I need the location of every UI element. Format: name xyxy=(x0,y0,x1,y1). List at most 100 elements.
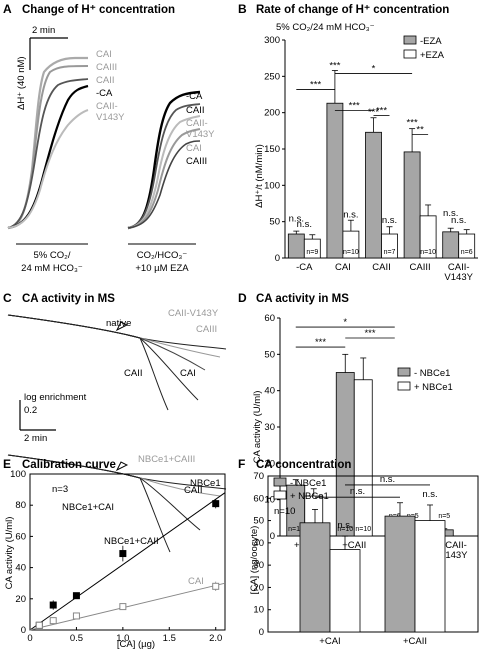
label-a-caii-v143y-2: V143Y xyxy=(96,112,125,123)
label-c-caiii: CAIII xyxy=(196,324,217,335)
panel-e-letter: E xyxy=(3,457,11,471)
legend-label-plus-nbce1: + NBCe1 xyxy=(414,382,453,393)
bar-0 xyxy=(442,231,460,259)
x-category-label: +CAII xyxy=(342,540,366,551)
y-tick-label: 20 xyxy=(15,594,26,605)
panel-b-ylabel: ΔH⁺/t (nM/min) xyxy=(254,144,265,208)
x-tick-label: 1.0 xyxy=(116,633,129,644)
label-a-caiii: CAIII xyxy=(96,62,117,73)
label-a-eza-v143y-2: V143Y xyxy=(186,129,215,140)
trace-a-eza-v143y xyxy=(127,115,201,229)
legend-label-minus-nbce1: - NBCe1 xyxy=(414,368,450,379)
y-tick-label: 60 xyxy=(264,313,275,324)
n-label: n=11 xyxy=(288,526,303,533)
panel-c: C CA activity in MS log enrichment 0.2 2… xyxy=(3,291,227,553)
panel-b-title: Rate of change of H⁺ concentration xyxy=(256,4,449,16)
panel-c-arrow-top xyxy=(115,321,129,332)
panel-c-scale-value: 0.2 xyxy=(24,405,37,416)
y-tick-label: 250 xyxy=(264,71,280,82)
panel-c-scale-label: log enrichment xyxy=(24,392,87,403)
legend-swatch-plus-nbce1 xyxy=(273,490,287,500)
panel-a-right-labels: -CA CAII CAII- V143Y CAI CAIII xyxy=(186,91,215,167)
x-category-label: +CAII- xyxy=(440,540,467,551)
bar-0 xyxy=(384,515,416,633)
x-category-label: V143Y xyxy=(444,272,473,283)
y-tick-label: 20 xyxy=(253,582,264,593)
point-caii xyxy=(119,550,127,558)
ns-label: n.s. xyxy=(422,489,437,500)
panel-e-xlabel: [CA] (µg) xyxy=(117,639,155,650)
x-category-label: CAIII xyxy=(410,262,431,273)
legend-swatch-minus-nbce1 xyxy=(397,367,411,377)
n-label: n=9 xyxy=(306,249,318,256)
trace-a-caii xyxy=(7,78,89,229)
legend-label-plus-nbce1: + NBCe1 xyxy=(290,491,329,502)
y-tick-label: 100 xyxy=(10,469,26,480)
n-label: n=10 xyxy=(355,526,371,533)
y-tick-label: 40 xyxy=(15,563,26,574)
y-tick-label: 0 xyxy=(270,531,275,542)
sig-caiii-pair: ** xyxy=(416,124,424,135)
panel-c-arrow-bottom xyxy=(115,461,129,472)
panel-a-letter: A xyxy=(3,2,12,16)
sig-cai-eza: *** xyxy=(329,61,340,72)
label-e-caii: CAII xyxy=(184,485,202,496)
label-a-eza-caiii: CAIII xyxy=(186,156,207,167)
trace-c-nbc-caii xyxy=(7,454,171,553)
panel-e: E Calibration curve CA activity (U/ml) [… xyxy=(3,457,226,650)
panel-a: A Change of H⁺ concentration 2 min ΔH⁺ (… xyxy=(3,2,215,274)
trace-c-cai xyxy=(7,314,199,401)
bar-0 xyxy=(365,131,382,259)
panel-f-ylabel: [CA] (ng/oocyte) xyxy=(249,526,260,595)
ns-cai: n.s. xyxy=(343,209,358,220)
trace-a-eza-caii xyxy=(127,103,201,229)
trace-a-v143y xyxy=(7,109,89,229)
sig-caii-pair: *** xyxy=(376,106,387,117)
bar-1 xyxy=(353,379,373,537)
n-label: n=6 xyxy=(461,249,473,256)
ns-bracket-plus: n.s. xyxy=(380,474,395,485)
y-tick-label: 50 xyxy=(253,516,264,527)
panel-f-title: CA concentration xyxy=(256,459,351,471)
y-tick-label: 40 xyxy=(253,538,264,549)
panel-b-letter: B xyxy=(238,2,247,16)
label-c-nbc: NBCe1 xyxy=(190,478,221,489)
y-tick-label: 200 xyxy=(264,108,280,119)
trace-a-eza-cai xyxy=(127,128,201,229)
panel-a-cond-right-1: CO₂/HCO₃⁻ xyxy=(137,250,188,261)
legend-swatch-plus-nbce1 xyxy=(397,381,411,391)
label-c-native: native xyxy=(106,318,131,329)
y-tick-label: 300 xyxy=(264,35,280,46)
y-tick-label: 30 xyxy=(253,560,264,571)
label-c-cai: CAI xyxy=(180,368,196,379)
panel-c-title: CA activity in MS xyxy=(22,293,115,305)
legend-label-minus-nbce1: - NBCe1 xyxy=(290,478,326,489)
fit-line-caii xyxy=(29,492,226,631)
n-label: n=10 xyxy=(343,249,359,256)
panel-f-n: n=10 xyxy=(274,506,295,517)
label-e-cai: CAI xyxy=(188,576,204,587)
bar-0 xyxy=(299,522,331,633)
panel-a-title: Change of H⁺ concentration xyxy=(22,4,175,16)
y-tick-label: 100 xyxy=(264,180,280,191)
panel-d-title: CA activity in MS xyxy=(256,293,349,305)
label-c-nbc-caiii: NBCe1+CAIII xyxy=(138,454,195,465)
bar-1 xyxy=(414,520,446,633)
y-tick-label: 30 xyxy=(264,422,275,433)
sig-cai-caii: *** xyxy=(349,100,360,111)
bar-1 xyxy=(329,549,361,633)
ns-noca-pair: n.s. xyxy=(297,219,312,230)
bar-0 xyxy=(287,233,305,259)
label-a-eza-cai: CAI xyxy=(186,143,202,154)
y-tick-label: 50 xyxy=(264,349,275,360)
panel-e-title: Calibration curve xyxy=(22,459,116,471)
panel-f-letter: F xyxy=(238,457,245,471)
sig-caii-eza: *** xyxy=(368,107,379,118)
y-tick-label: 10 xyxy=(264,495,275,506)
fit-line-cai xyxy=(29,582,226,631)
y-tick-label: 20 xyxy=(264,458,275,469)
x-category-label: CAI xyxy=(335,262,351,273)
point-cai xyxy=(72,612,80,620)
point-caii xyxy=(49,601,57,609)
